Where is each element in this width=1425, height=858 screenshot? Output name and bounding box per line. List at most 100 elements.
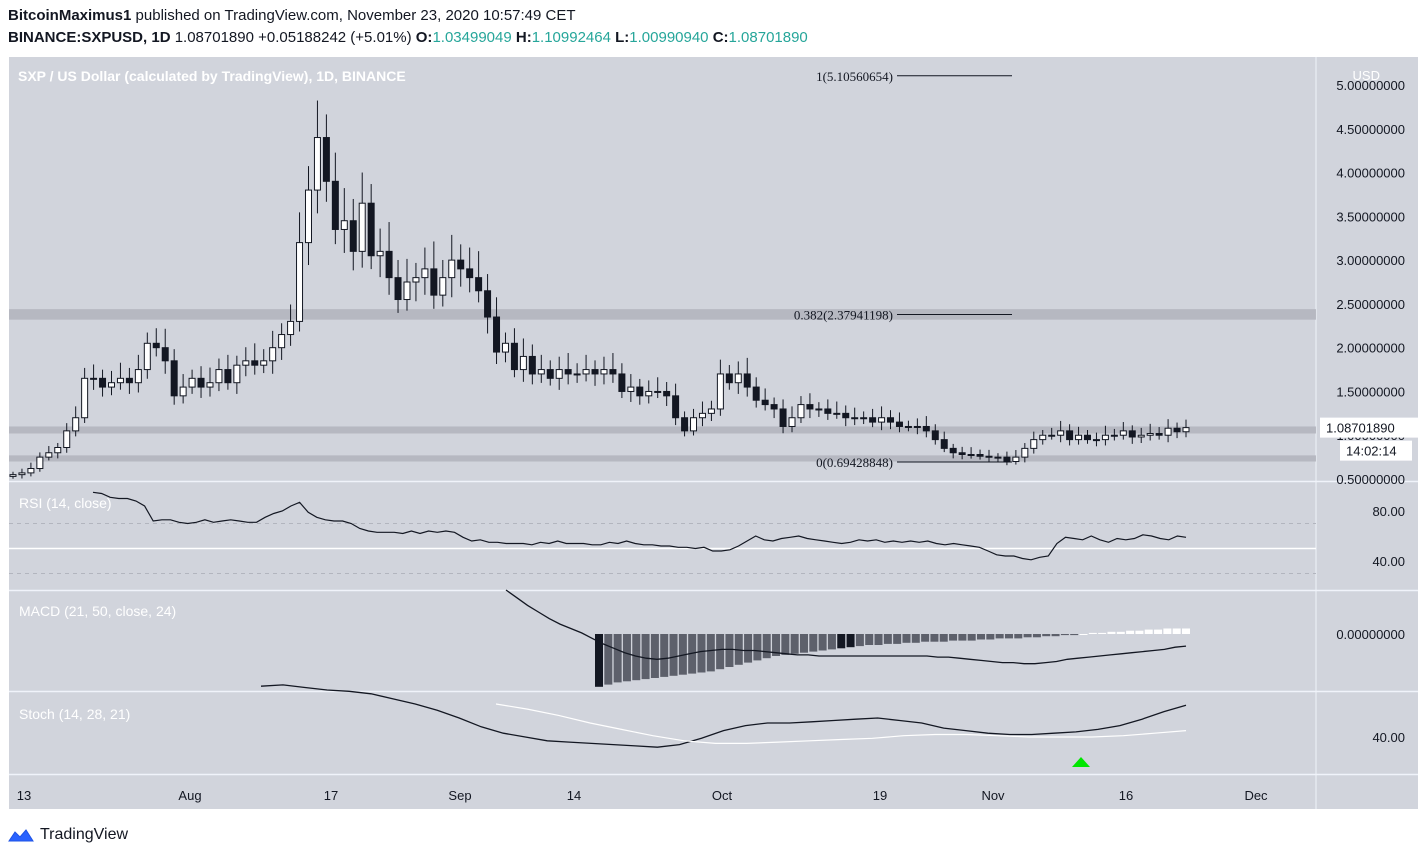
support-resistance-zone [9,455,1316,462]
macd-histogram-bar [1098,632,1107,634]
macd-histogram-bar [1135,630,1144,634]
macd-histogram-bar [725,634,734,667]
candle-body [824,408,832,414]
chart-canvas[interactable]: 5.00000000 4.50000000 4.00000000 3.50000000… [0,0,1425,820]
pane-background [9,57,1316,481]
candle-body [63,430,71,448]
macd-histogram-bar [1051,634,1060,637]
price-axis-background [1316,482,1418,590]
macd-histogram-bar [669,634,678,676]
candle-body [537,369,545,375]
candle-body [107,382,115,388]
candle-body [269,347,277,362]
price-tick-label: 2.50000000 [1336,297,1405,312]
candle-body [967,454,975,457]
time-tick-label: Dec [1244,788,1268,803]
candle-body [555,369,563,379]
publisher-name[interactable]: BitcoinMaximus1 [8,7,132,24]
macd-histogram-bar [706,634,715,672]
candle-body [501,342,509,353]
candle-body [752,386,760,401]
macd-histogram-bar [716,634,725,670]
macd-histogram-bar [1079,634,1088,635]
candle-body [493,316,501,353]
macd-histogram-bar [1163,628,1172,634]
candle-body [931,430,939,441]
price-tick-label: 5.00000000 [1336,78,1405,93]
macd-histogram-bar [753,634,762,661]
brand-name[interactable]: TradingView [40,826,129,843]
price-tick-label: 3.00000000 [1336,253,1405,268]
candle-body [1084,434,1092,441]
rsi-tick-label: 80.00 [1372,504,1405,519]
candle-body [690,417,698,432]
candle-body [215,369,223,384]
currency-label: USD [1353,68,1380,83]
stoch-title: Stoch (14, 28, 21) [19,706,130,722]
candle-body [72,417,80,432]
fib-level-label: 0.382(2.37941198) [794,307,893,322]
last-price-tag [1320,417,1418,438]
candle-body [54,446,62,454]
candle-body [457,259,465,270]
macd-histogram-bar [1126,630,1135,634]
candle-body [797,404,805,419]
candle-body [394,277,402,301]
close-value: 1.08701890 [728,29,808,46]
candle-body [1075,434,1083,441]
candle-body [528,355,536,375]
macd-histogram-bar [1023,634,1032,638]
open-label: O: [415,29,433,46]
candle-body [475,277,483,292]
candle-body [161,347,169,362]
price-tick-label: 4.00000000 [1336,166,1405,181]
candle-body [887,417,895,423]
price-tick-label: 3.50000000 [1336,209,1405,224]
macd-histogram-bar [846,634,855,648]
candle-body [609,369,617,375]
candle-body [770,404,778,410]
candle-body [197,377,205,388]
candle-body [412,277,420,283]
candle-body [179,386,187,397]
tradingview-logo-icon [8,829,34,842]
macd-histogram-bar [1042,634,1051,637]
candle-body [851,417,859,420]
macd-histogram-bar [678,634,687,675]
candle-body [304,189,312,244]
macd-histogram-bar [1182,628,1190,634]
high-value: 1.10992464 [531,29,611,46]
candle-body [1128,430,1136,438]
candle-body [734,373,742,384]
symbol: BINANCE:SXPUSD [8,29,144,46]
candle-body [421,268,429,279]
candle-body [1012,456,1020,463]
candle-body [645,390,653,397]
time-axis-corner [1316,775,1418,809]
candle-body [331,180,339,230]
time-tick-label: 13 [17,788,31,803]
candle-body [45,452,53,458]
candle-body [725,373,733,384]
candle-body [233,364,241,384]
macd-histogram-bar [958,634,967,641]
candle-body [152,342,160,349]
macd-histogram-bar [1088,632,1097,634]
macd-histogram-bar [827,634,836,650]
time-tick-label: 17 [324,788,338,803]
candle-body [940,439,948,449]
low-label: L: [615,29,630,46]
candle-body [895,421,903,427]
macd-histogram-bar [1172,628,1181,634]
time-tick-label: Nov [981,788,1005,803]
time-tick-label: 16 [1119,788,1133,803]
macd-histogram-bar [660,634,669,677]
macd-histogram-bar [855,634,864,647]
candle-body [439,277,447,296]
fib-level-label: 0(0.69428848) [816,455,893,470]
macd-histogram-bar [604,634,613,685]
candle-body [484,290,492,318]
candle-body [1030,439,1038,449]
candle-body [833,412,841,415]
candle-body [1119,430,1127,436]
